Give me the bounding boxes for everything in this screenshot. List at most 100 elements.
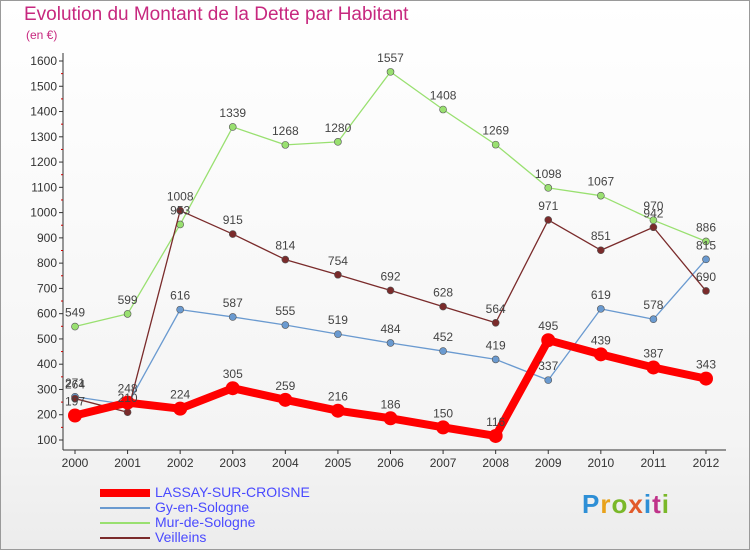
data-point bbox=[646, 360, 661, 375]
x-tick-label: 2005 bbox=[325, 456, 352, 470]
data-point bbox=[386, 68, 395, 76]
data-label: 271 bbox=[65, 376, 85, 390]
data-label: 419 bbox=[486, 338, 506, 352]
data-point bbox=[491, 355, 500, 364]
x-tick-label: 2006 bbox=[377, 456, 404, 470]
data-label: 1098 bbox=[535, 167, 562, 181]
chart-unit: (en €) bbox=[26, 28, 58, 42]
data-label: 1339 bbox=[219, 106, 246, 120]
x-tick-label: 2001 bbox=[114, 456, 141, 470]
data-point bbox=[228, 313, 237, 321]
data-point bbox=[278, 392, 293, 407]
data-point bbox=[702, 255, 710, 264]
y-tick-label: 1400 bbox=[30, 105, 57, 119]
data-label: 942 bbox=[643, 206, 663, 220]
data-label: 259 bbox=[275, 379, 295, 393]
data-label: 555 bbox=[275, 304, 295, 318]
data-label: 343 bbox=[696, 358, 716, 372]
data-point bbox=[71, 394, 79, 403]
data-label: 578 bbox=[643, 298, 663, 312]
data-point bbox=[68, 408, 82, 423]
data-label: 1408 bbox=[430, 89, 457, 103]
data-label: 495 bbox=[538, 319, 558, 333]
y-tick-label: 700 bbox=[37, 281, 57, 295]
data-label: 1067 bbox=[587, 175, 614, 189]
y-tick-label: 800 bbox=[37, 256, 57, 270]
data-label: 814 bbox=[275, 239, 295, 253]
data-point bbox=[702, 237, 710, 246]
data-point bbox=[383, 411, 398, 426]
data-label: 439 bbox=[591, 333, 611, 347]
data-label: 387 bbox=[643, 346, 663, 360]
data-label: 150 bbox=[433, 406, 453, 420]
data-label: 690 bbox=[696, 270, 716, 284]
data-point bbox=[120, 395, 135, 410]
data-label: 616 bbox=[170, 289, 190, 303]
data-label: 197 bbox=[65, 394, 85, 408]
legend-label: Veilleins bbox=[155, 529, 207, 545]
data-label: 264 bbox=[65, 378, 85, 392]
y-tick-label: 1100 bbox=[31, 180, 57, 194]
y-tick-label: 1500 bbox=[30, 79, 57, 93]
data-point bbox=[228, 230, 237, 238]
data-label: 851 bbox=[591, 229, 611, 243]
data-point bbox=[544, 184, 553, 192]
data-point bbox=[439, 105, 447, 114]
data-point bbox=[176, 305, 184, 314]
data-point bbox=[436, 420, 451, 435]
y-tick-label: 1200 bbox=[30, 155, 57, 169]
data-point bbox=[491, 318, 500, 327]
data-point bbox=[173, 401, 188, 416]
y-tick-label: 600 bbox=[37, 307, 57, 321]
y-tick-label: 900 bbox=[37, 231, 57, 245]
x-tick-label: 2003 bbox=[219, 456, 246, 470]
legend-swatch bbox=[100, 489, 150, 497]
data-label: 754 bbox=[328, 254, 348, 268]
data-label: 186 bbox=[380, 397, 400, 411]
data-point bbox=[702, 287, 710, 295]
data-label: 971 bbox=[538, 199, 558, 213]
data-label: 1008 bbox=[167, 190, 194, 204]
data-point bbox=[699, 371, 713, 386]
legend-swatch bbox=[100, 537, 150, 539]
legend-label: LASSAY-SUR-CROISNE bbox=[155, 484, 310, 500]
chart-title: Evolution du Montant de la Dette par Hab… bbox=[24, 4, 409, 25]
data-point bbox=[491, 140, 500, 149]
data-point bbox=[386, 286, 395, 295]
x-tick-label: 2008 bbox=[482, 456, 509, 470]
y-tick-label: 100 bbox=[37, 433, 57, 447]
x-tick-label: 2012 bbox=[693, 456, 720, 470]
data-label: 1557 bbox=[377, 51, 404, 65]
data-point bbox=[597, 305, 605, 313]
data-label: 1280 bbox=[325, 121, 352, 135]
data-label: 116 bbox=[486, 415, 505, 429]
data-label: 953 bbox=[170, 203, 190, 217]
data-point bbox=[649, 315, 658, 324]
legend-label: Mur-de-Sologne bbox=[155, 514, 256, 530]
data-label: 564 bbox=[486, 302, 506, 316]
y-tick-label: 200 bbox=[37, 408, 57, 422]
data-point bbox=[225, 381, 240, 396]
data-label: 248 bbox=[118, 382, 138, 396]
data-label: 815 bbox=[696, 238, 716, 252]
data-label: 452 bbox=[433, 330, 453, 344]
data-label: 519 bbox=[328, 313, 348, 327]
data-point bbox=[593, 347, 608, 362]
data-label: 886 bbox=[696, 220, 716, 234]
y-tick-label: 300 bbox=[37, 382, 57, 396]
data-point bbox=[541, 333, 556, 348]
data-label: 484 bbox=[380, 322, 400, 336]
data-point bbox=[176, 206, 184, 215]
data-point bbox=[281, 141, 290, 149]
data-point bbox=[488, 428, 503, 443]
data-label: 619 bbox=[591, 288, 611, 302]
y-tick-label: 400 bbox=[37, 357, 57, 371]
data-point bbox=[330, 403, 345, 418]
data-label: 599 bbox=[118, 293, 138, 307]
data-point bbox=[228, 123, 237, 131]
data-label: 1269 bbox=[482, 124, 509, 138]
data-point bbox=[544, 216, 553, 224]
data-label: 210 bbox=[118, 391, 138, 405]
data-label: 305 bbox=[223, 367, 243, 381]
data-point bbox=[597, 191, 605, 200]
